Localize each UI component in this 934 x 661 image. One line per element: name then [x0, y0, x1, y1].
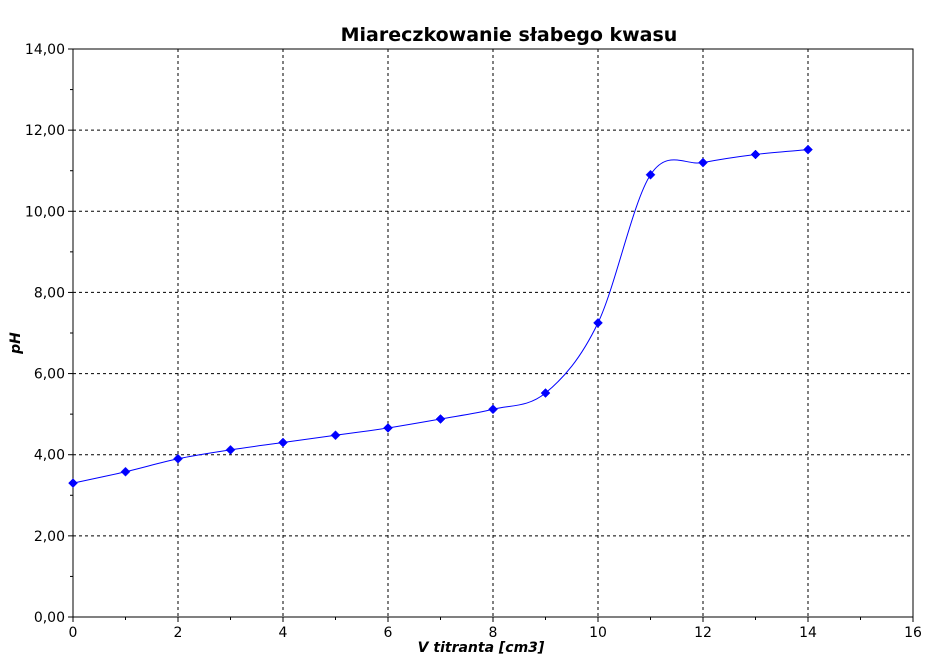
- x-axis-label: V titranta [cm3]: [418, 640, 545, 656]
- grid: [73, 49, 913, 617]
- data-point: [698, 157, 708, 168]
- x-tick-label: 12: [694, 625, 712, 641]
- y-tick-label: 10,00: [25, 204, 65, 220]
- y-tick-label: 2,00: [34, 529, 65, 545]
- data-point: [645, 169, 656, 180]
- y-tick-label: 8,00: [34, 285, 65, 301]
- series-line: [72, 149, 809, 484]
- data-point: [278, 437, 288, 448]
- y-tick-label: 6,00: [34, 367, 65, 383]
- x-tick-label: 6: [384, 625, 393, 641]
- x-tick-label: 2: [174, 625, 183, 641]
- data-point: [330, 430, 341, 441]
- x-tick-label: 14: [799, 625, 817, 641]
- series-layer: [68, 144, 813, 488]
- data-point: [488, 404, 498, 415]
- x-tick-label: 0: [69, 625, 78, 641]
- data-point: [593, 318, 603, 328]
- x-tick-label: 8: [489, 625, 498, 641]
- x-tick-label: 16: [904, 625, 922, 641]
- x-tick-label: 4: [279, 625, 288, 641]
- chart-title: Miareczkowanie słabego kwasu: [341, 24, 678, 46]
- data-point: [173, 453, 183, 464]
- x-tick-label: 10: [589, 625, 607, 641]
- y-tick-label: 4,00: [34, 448, 65, 464]
- data-point: [225, 444, 236, 455]
- data-point: [120, 466, 131, 477]
- data-point: [803, 144, 813, 155]
- data-point: [68, 478, 78, 488]
- y-axis-label: pH: [8, 332, 24, 355]
- y-tick-label: 14,00: [25, 42, 65, 58]
- y-tick-label: 12,00: [25, 123, 65, 139]
- data-point: [383, 423, 393, 433]
- data-point: [750, 149, 761, 160]
- data-point: [540, 388, 551, 398]
- axis-ticks: 0 2 4 6 8 10 12 14 16 0,00 2,00 4,00 6,00 8,00 10,00 12…: [25, 42, 922, 641]
- data-point: [435, 414, 446, 424]
- y-tick-label: 0,00: [34, 610, 65, 626]
